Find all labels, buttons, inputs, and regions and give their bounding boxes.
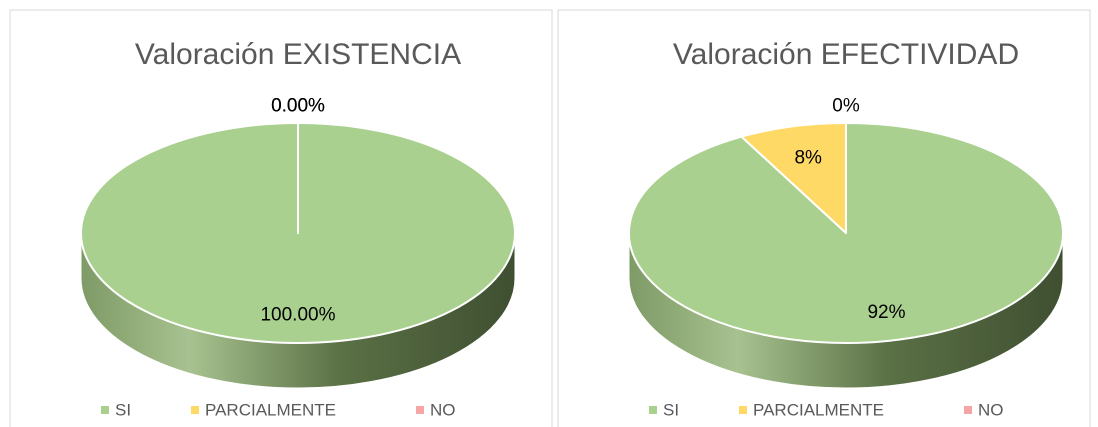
data-label: 100.00% [260, 305, 335, 326]
data-label: 0.00% [271, 96, 325, 117]
legend-label: SI [115, 400, 131, 419]
chart-panel: Valoración EXISTENCIA100.00%0.00%0.00%SI… [9, 9, 553, 427]
pie-slice [740, 122, 847, 234]
legend-swatch [649, 406, 657, 414]
panel-border [9, 9, 553, 427]
legend-swatch [191, 406, 199, 414]
panel-border [557, 9, 1091, 427]
chart-title: Valoración EXISTENCIA [135, 38, 461, 71]
data-label: 0.00% [271, 96, 325, 117]
legend-swatch [416, 406, 424, 414]
chart-title: Valoración EFECTIVIDAD [673, 38, 1019, 71]
data-label: 0% [832, 96, 860, 117]
data-label: 8% [794, 147, 822, 168]
legend-swatch [964, 406, 972, 414]
chart-panel: Valoración EFECTIVIDAD 92% 8% 0% SI PARCIALME… [557, 9, 1091, 427]
legend-label: NO [430, 400, 456, 419]
legend-label: SI [663, 400, 679, 419]
legend-label: NO [978, 400, 1004, 419]
legend-label: PARCIALMENTE [753, 400, 884, 419]
data-label: 92% [867, 302, 905, 323]
legend-swatch [101, 406, 109, 414]
legend-label: PARCIALMENTE [205, 400, 336, 419]
legend-swatch [739, 406, 747, 414]
